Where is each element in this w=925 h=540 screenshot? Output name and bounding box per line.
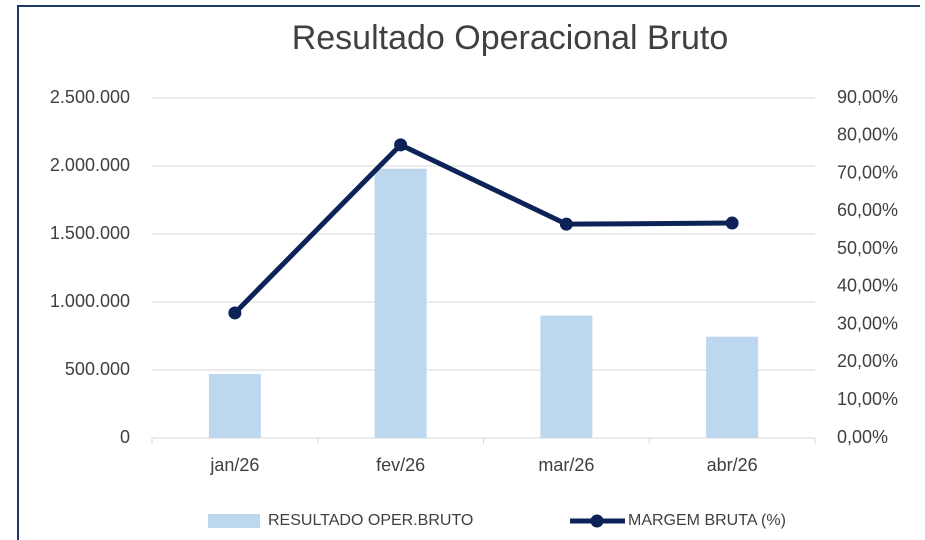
- y2-tick-label: 30,00%: [837, 313, 898, 333]
- y-tick-label: 1.500.000: [50, 223, 130, 243]
- legend-label: MARGEM BRUTA (%): [628, 512, 786, 529]
- y2-tick-label: 70,00%: [837, 162, 898, 182]
- line-marker: [394, 138, 408, 152]
- y2-tick-label: 60,00%: [837, 200, 898, 220]
- y-tick-label: 1.000.000: [50, 291, 130, 311]
- y-tick-label: 0: [120, 427, 130, 447]
- x-tick-label: jan/26: [209, 455, 259, 475]
- legend-marker: [590, 514, 604, 528]
- bar: [374, 168, 427, 438]
- line-marker: [725, 216, 739, 230]
- x-tick-label: mar/26: [538, 455, 594, 475]
- chart-title: Resultado Operacional Bruto: [292, 19, 729, 57]
- legend-label: RESULTADO OPER.BRUTO: [268, 512, 473, 529]
- y2-tick-label: 10,00%: [837, 389, 898, 409]
- y2-tick-label: 0,00%: [837, 427, 888, 447]
- y-tick-label: 2.000.000: [50, 155, 130, 175]
- y2-tick-label: 20,00%: [837, 351, 898, 371]
- legend-swatch: [208, 514, 260, 528]
- line-marker: [559, 217, 573, 231]
- bar: [540, 315, 593, 438]
- bar: [706, 336, 759, 438]
- y2-tick-label: 80,00%: [837, 125, 898, 145]
- y2-tick-label: 90,00%: [837, 87, 898, 107]
- x-tick-label: fev/26: [376, 455, 425, 475]
- y2-tick-label: 50,00%: [837, 238, 898, 258]
- y2-tick-label: 40,00%: [837, 276, 898, 296]
- line-marker: [228, 306, 242, 320]
- y-tick-label: 2.500.000: [50, 87, 130, 107]
- chart-border: [17, 5, 920, 540]
- bar: [208, 374, 261, 438]
- x-tick-label: abr/26: [707, 455, 758, 475]
- y-tick-label: 500.000: [65, 359, 130, 379]
- line: [233, 142, 733, 315]
